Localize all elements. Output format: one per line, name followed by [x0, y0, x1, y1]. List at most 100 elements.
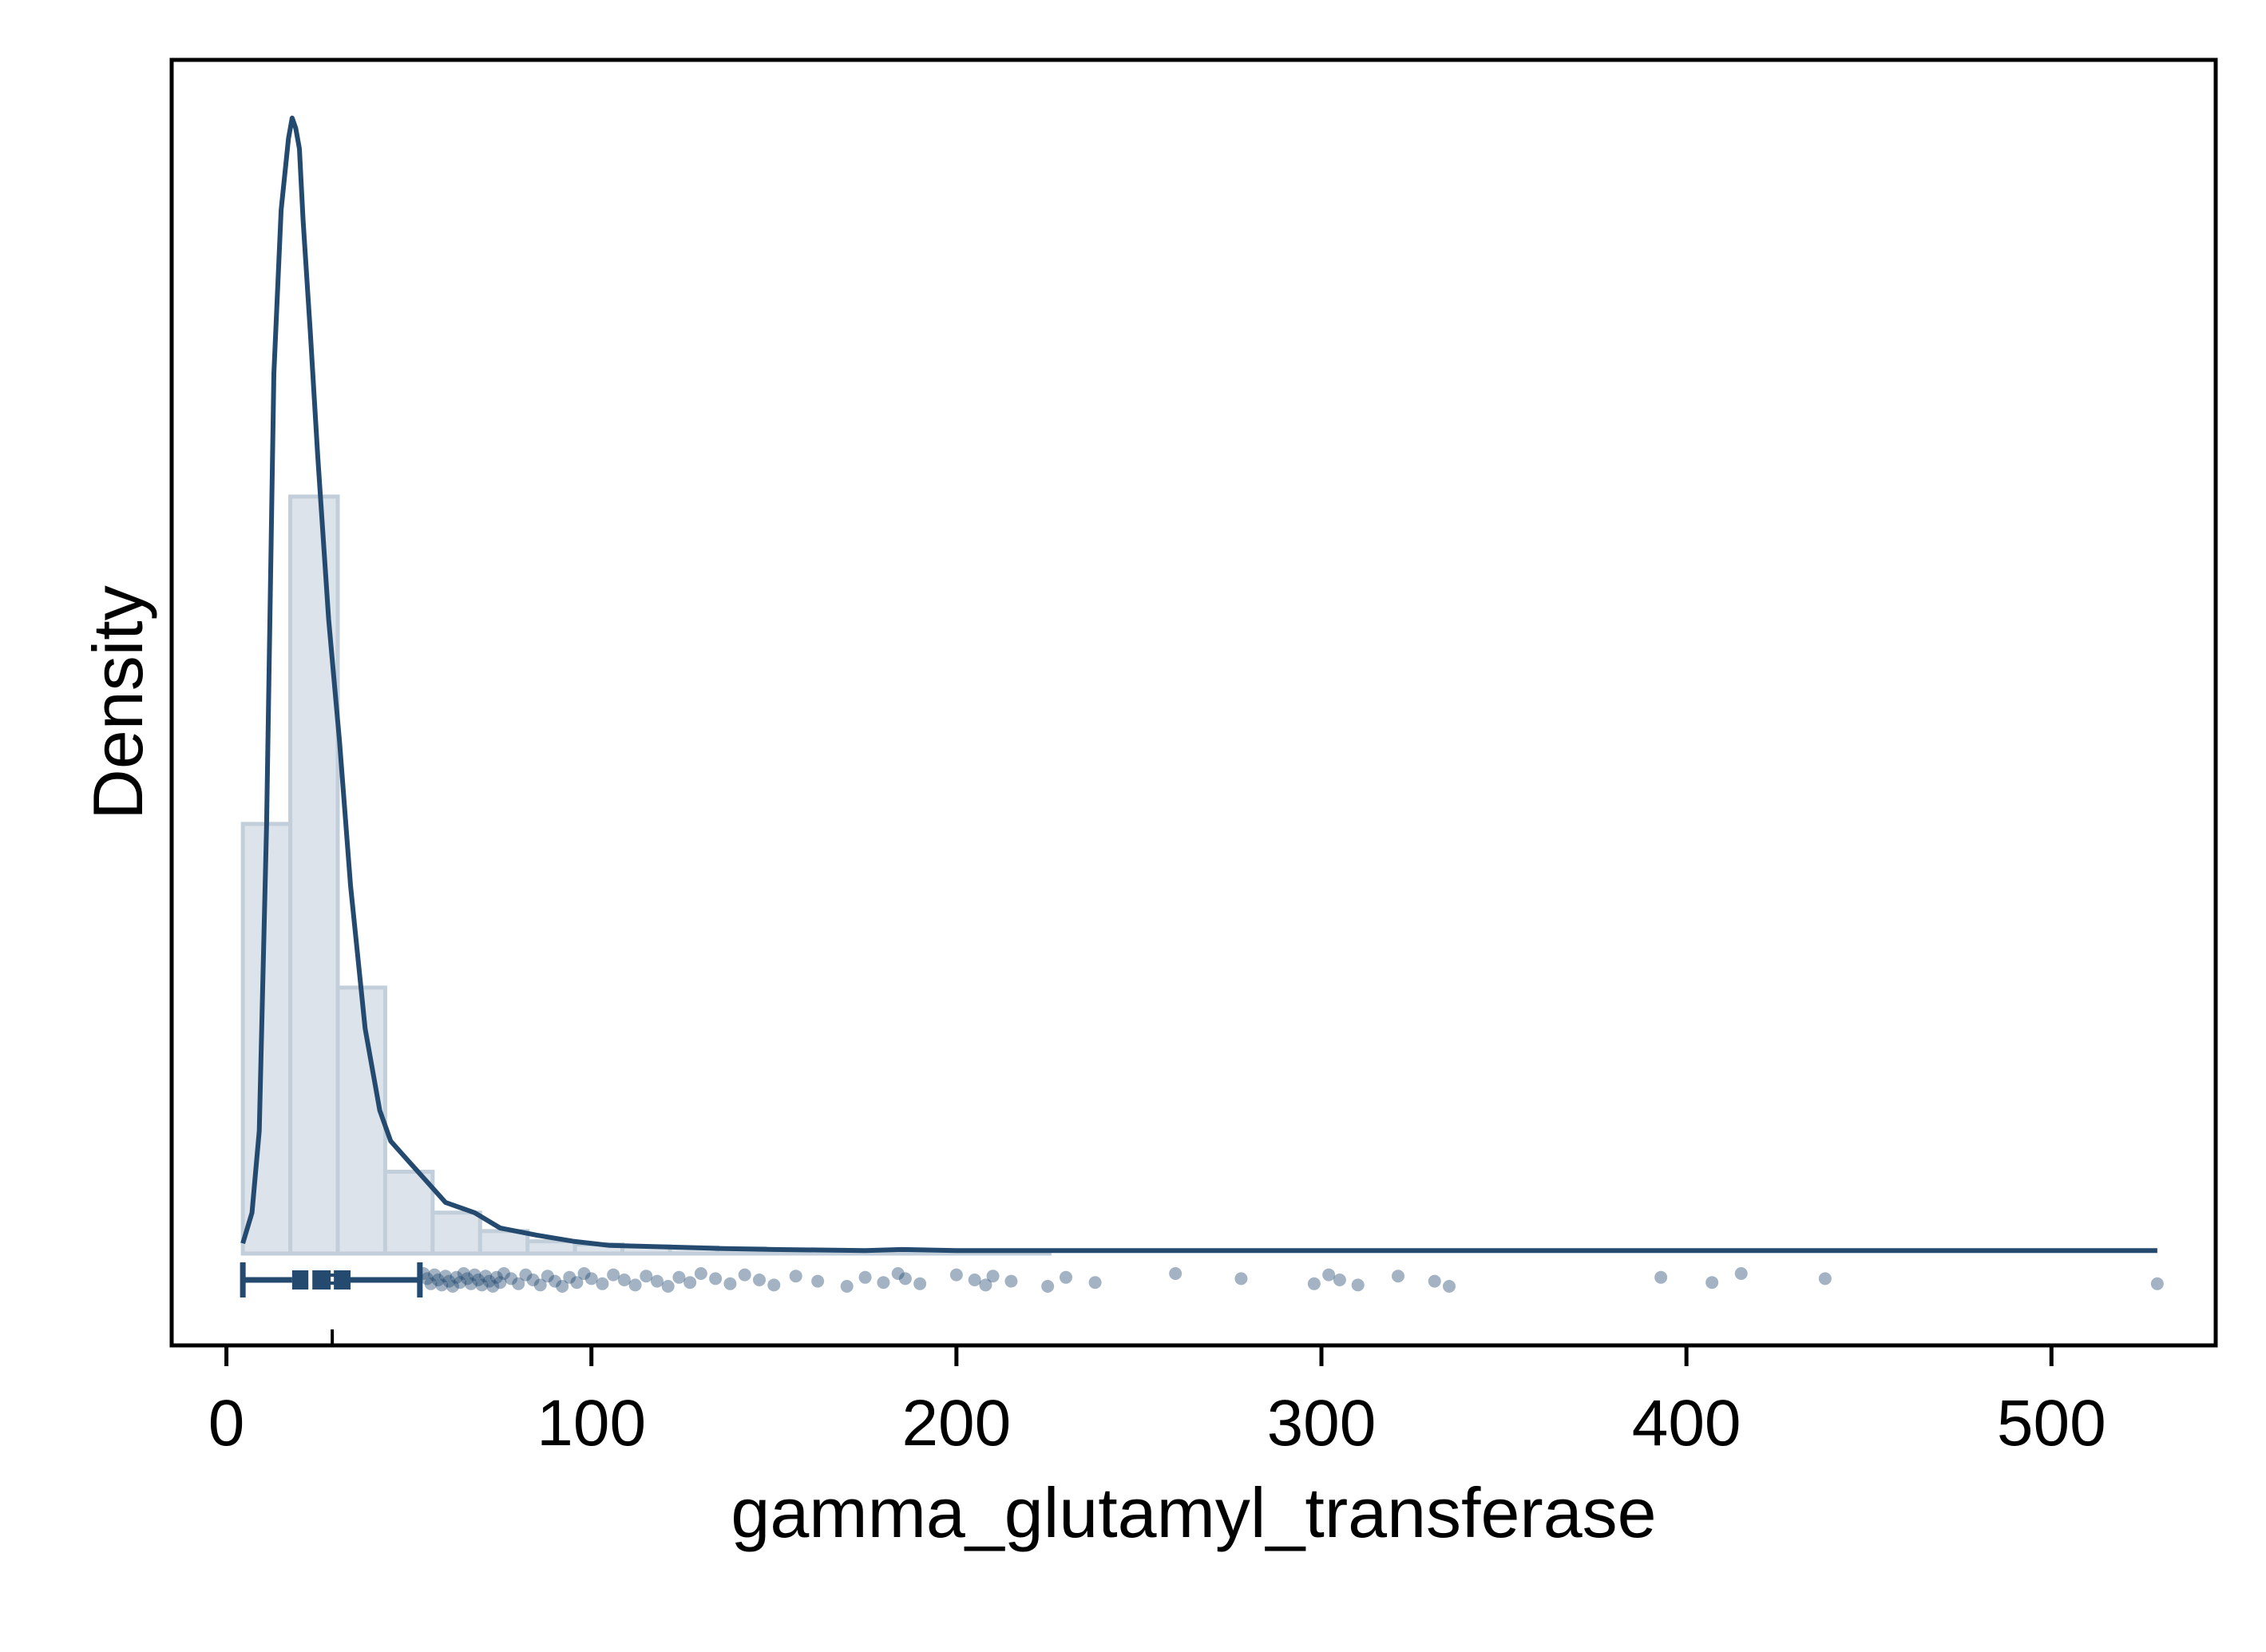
outlier-point — [454, 1276, 467, 1290]
outlier-point — [505, 1272, 518, 1286]
outlier-point — [628, 1278, 642, 1292]
boxplot-box — [291, 1270, 351, 1290]
outlier-point — [563, 1270, 576, 1284]
histogram-bar — [335, 985, 387, 1256]
x-tick-label: 500 — [1997, 1387, 2106, 1460]
outlier-point — [541, 1270, 554, 1283]
outlier-point — [651, 1274, 664, 1288]
outlier-point — [533, 1278, 547, 1292]
outlier-point — [986, 1270, 1000, 1283]
outlier-point — [486, 1280, 500, 1293]
outlier-point — [913, 1277, 927, 1290]
outlier-point — [858, 1270, 872, 1284]
outlier-point — [461, 1272, 474, 1286]
outlier-point — [1060, 1270, 1072, 1284]
outlier-point — [475, 1278, 489, 1292]
outlier-point — [898, 1272, 912, 1286]
outlier-point — [672, 1270, 686, 1284]
outlier-point — [968, 1274, 981, 1286]
x-axis-label: gamma_glutamyl_transferase — [731, 1473, 1656, 1552]
outlier-point — [435, 1278, 449, 1292]
outlier-point — [1705, 1276, 1719, 1290]
outlier-point — [811, 1274, 825, 1288]
outlier-point — [1333, 1274, 1346, 1286]
plot-layer — [240, 115, 2164, 1345]
outlier-point — [949, 1268, 963, 1282]
outlier-point — [1234, 1272, 1248, 1286]
outlier-point — [489, 1270, 503, 1284]
outlier-point — [1734, 1267, 1748, 1280]
outlier-point — [1392, 1270, 1404, 1283]
outlier-point — [446, 1280, 459, 1293]
outlier-point — [723, 1277, 737, 1290]
plot-frame — [169, 57, 2218, 1348]
outlier-point — [2150, 1277, 2164, 1290]
outlier-point — [479, 1270, 493, 1283]
outlier-point — [512, 1277, 525, 1290]
outlier-point — [1307, 1277, 1321, 1290]
outlier-point — [482, 1274, 496, 1288]
x-tick-label: 300 — [1267, 1387, 1377, 1460]
outlier-point — [526, 1274, 540, 1286]
outlier-point — [683, 1276, 697, 1290]
outlier-point — [596, 1277, 609, 1290]
outlier-point — [549, 1274, 561, 1288]
outlier-point — [891, 1267, 905, 1280]
outlier-point — [1169, 1267, 1183, 1280]
histogram-bar — [430, 1210, 482, 1256]
outlier-point — [577, 1267, 591, 1280]
outlier-point — [1654, 1270, 1668, 1284]
outlier-point — [584, 1272, 598, 1286]
outlier-point — [438, 1270, 452, 1283]
outlier-point — [694, 1267, 707, 1280]
outlier-point — [1041, 1280, 1055, 1293]
outlier-point — [570, 1276, 584, 1290]
outlier-point — [472, 1274, 485, 1286]
outlier-point — [607, 1268, 620, 1282]
outlier-point — [617, 1274, 631, 1286]
outlier-point — [767, 1278, 781, 1292]
outlier-point — [840, 1280, 854, 1293]
outlier-point — [640, 1270, 653, 1283]
outlier-point — [1443, 1280, 1456, 1293]
outlier-point — [1351, 1278, 1365, 1292]
outlier-point — [1818, 1272, 1832, 1286]
outlier-point — [457, 1267, 470, 1280]
y-axis-label: Density — [78, 585, 157, 819]
outlier-point — [789, 1270, 802, 1283]
x-tick-label: 100 — [537, 1387, 646, 1460]
outlier-point — [556, 1280, 569, 1293]
outlier-point — [497, 1267, 510, 1280]
x-tick-label: 0 — [208, 1387, 245, 1460]
histogram-bar — [477, 1229, 530, 1256]
outlier-point — [1004, 1274, 1018, 1288]
outlier-point — [464, 1277, 477, 1290]
outlier-point — [1428, 1274, 1441, 1288]
outlier-point — [493, 1276, 507, 1290]
outlier-point — [421, 1272, 434, 1286]
outlier-point — [442, 1274, 456, 1288]
x-axis: 0 100 200 300 400 500 — [208, 1345, 2106, 1460]
histogram-bar — [382, 1170, 435, 1256]
outlier-point — [1322, 1268, 1336, 1282]
boxplot — [240, 1262, 423, 1345]
x-tick-label: 200 — [901, 1387, 1011, 1460]
histogram-bar — [525, 1239, 577, 1256]
outlier-point — [877, 1276, 890, 1290]
x-tick-label: 400 — [1632, 1387, 1741, 1460]
outlier-point — [431, 1274, 445, 1286]
histogram-bar — [288, 494, 340, 1256]
outlier-point — [428, 1268, 442, 1282]
outlier-point — [424, 1277, 438, 1290]
outlier-point — [738, 1268, 751, 1282]
outlier-point — [450, 1270, 463, 1284]
outlier-point — [709, 1272, 723, 1286]
outlier-point — [753, 1274, 766, 1286]
outlier-point — [519, 1268, 533, 1282]
outlier-point — [1088, 1276, 1102, 1290]
outlier-point — [468, 1268, 481, 1282]
outlier-point — [661, 1280, 675, 1293]
